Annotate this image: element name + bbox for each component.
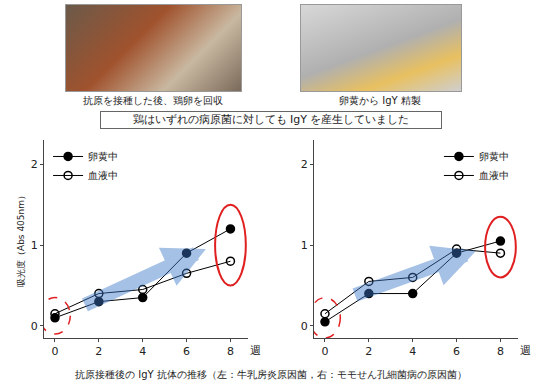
svg-text:週: 週 <box>250 344 261 357</box>
html-text:鶏はいずれの病原菌に対しても IgY を産生していました: 鶏はいずれの病原菌に対しても IgY を産生していました <box>132 113 410 126</box>
svg-text:0: 0 <box>31 320 38 333</box>
svg-text:週: 週 <box>520 344 531 357</box>
svg-text:4: 4 <box>409 345 416 358</box>
svg-text:血液中: 血液中 <box>479 170 509 181</box>
svg-text:2: 2 <box>365 345 372 358</box>
svg-text:吸光度（Abs 405nm）: 吸光度（Abs 405nm） <box>16 191 26 287</box>
html-text:抗原を接種した後、鶏卵を回収: 抗原を接種した後、鶏卵を回収 <box>82 95 223 106</box>
svg-text:血液中: 血液中 <box>88 170 118 181</box>
svg-text:2: 2 <box>31 158 38 171</box>
svg-text:0: 0 <box>51 345 58 358</box>
svg-text:4: 4 <box>139 345 146 358</box>
svg-text:0: 0 <box>321 345 328 358</box>
svg-text:2: 2 <box>95 345 102 358</box>
svg-text:1: 1 <box>31 239 38 252</box>
svg-text:0: 0 <box>301 320 308 333</box>
svg-text:卵黄中: 卵黄中 <box>88 151 118 162</box>
svg-text:6: 6 <box>183 345 190 358</box>
html-text:抗原接種後の IgY 抗体の推移（左：牛乳房炎原因菌，右：モ: 抗原接種後の IgY 抗体の推移（左：牛乳房炎原因菌，右：モモせん孔細菌病の原因… <box>75 369 467 380</box>
svg-text:6: 6 <box>453 345 460 358</box>
svg-text:1: 1 <box>301 239 308 252</box>
html-text:卵黄から IgY 精製: 卵黄から IgY 精製 <box>339 95 421 106</box>
svg-text:卵黄中: 卵黄中 <box>479 151 509 162</box>
svg-text:8: 8 <box>227 345 234 358</box>
svg-text:2: 2 <box>301 158 308 171</box>
svg-text:8: 8 <box>497 345 504 358</box>
